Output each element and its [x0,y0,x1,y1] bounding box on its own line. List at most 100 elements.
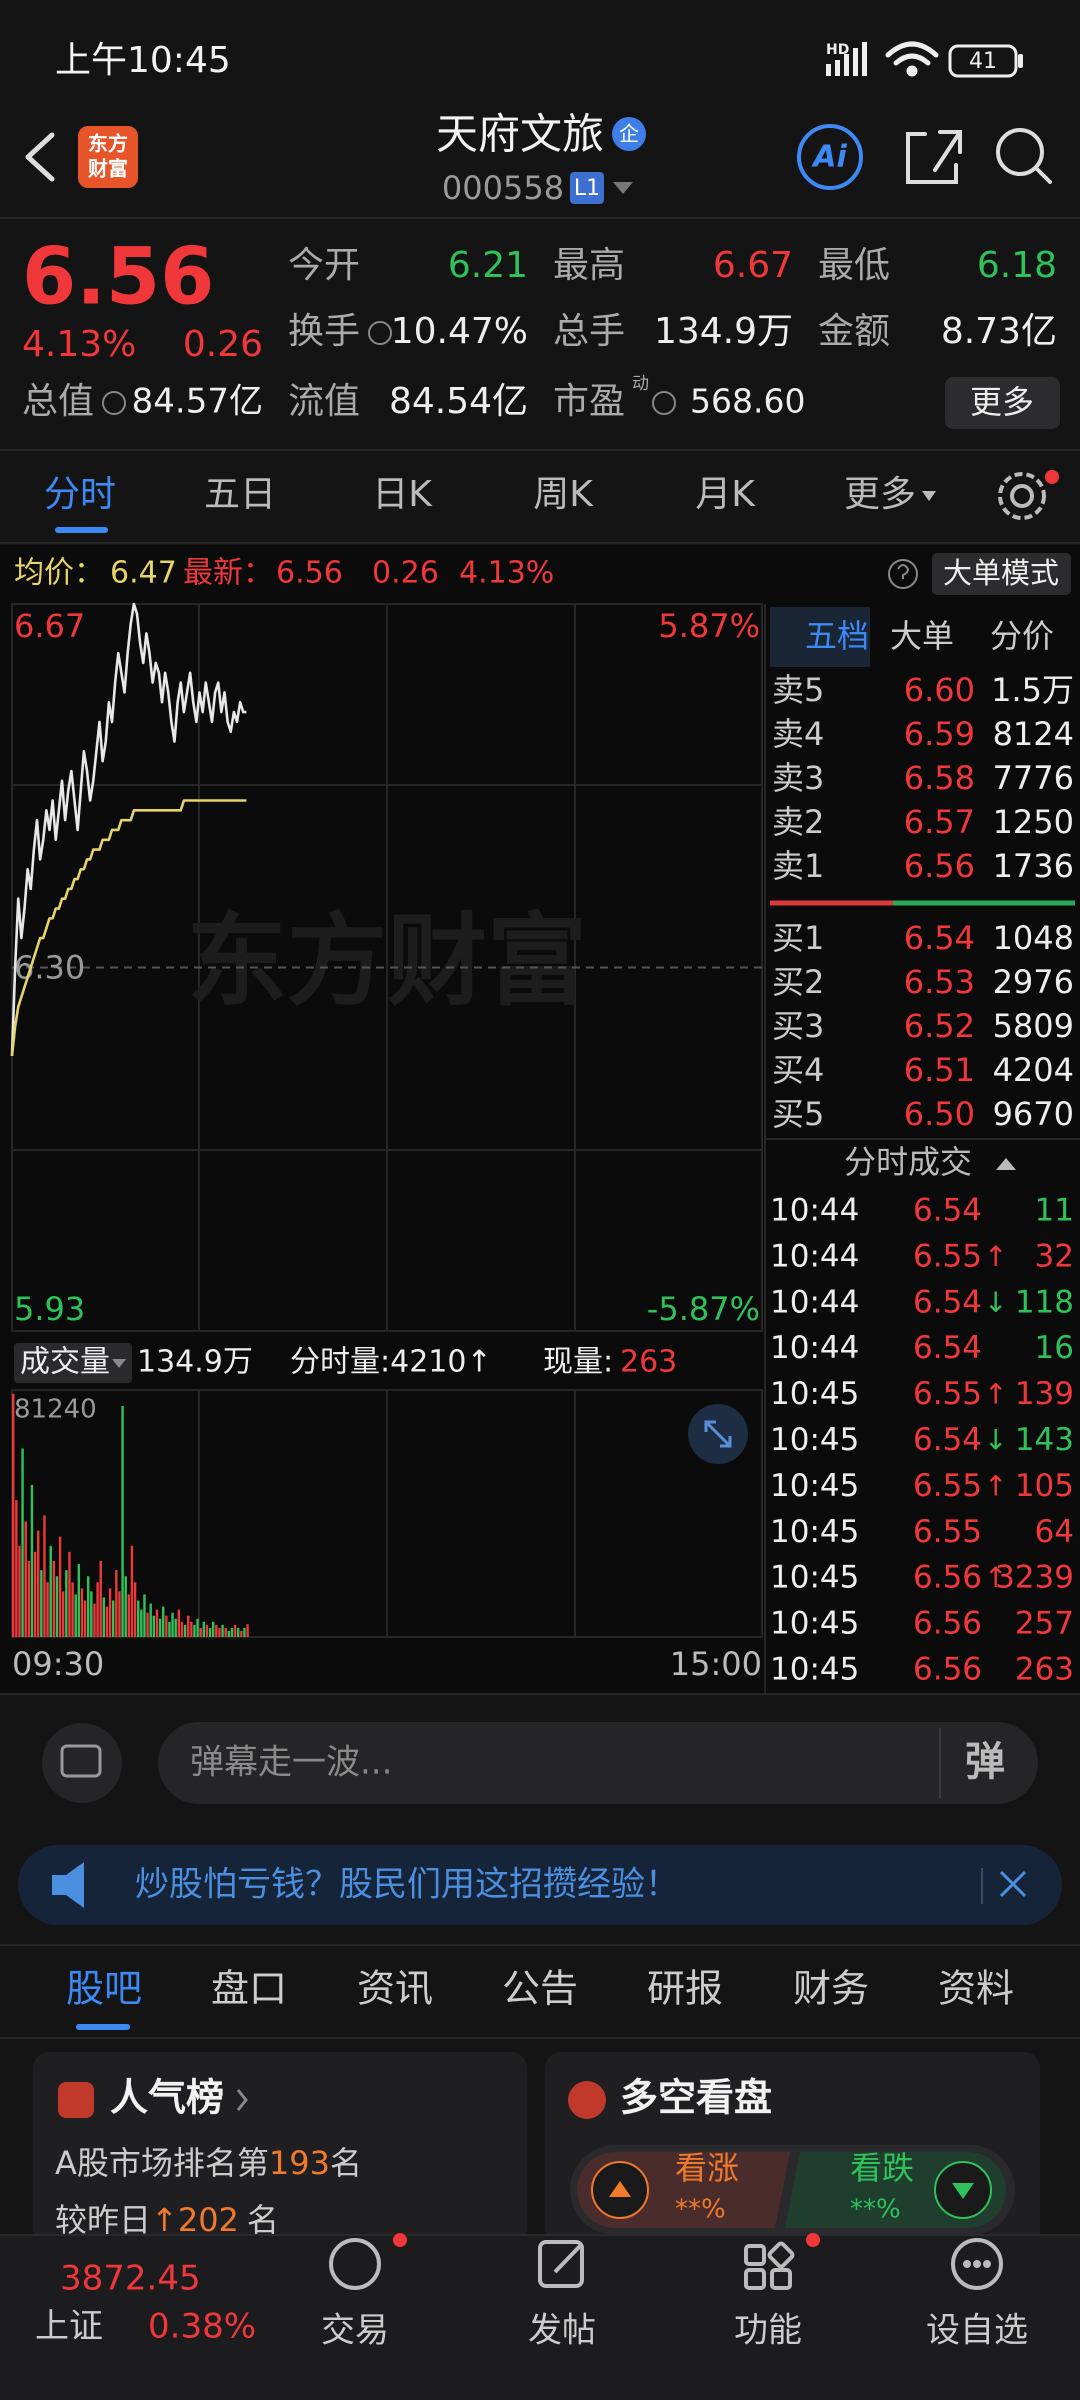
more-text[interactable]: 更多 [970,383,1034,421]
section-tab[interactable]: 研报 [647,1967,723,2011]
comment-glyph[interactable] [60,1744,102,1778]
volume-bar [108,1588,112,1637]
section-tab[interactable]: 股吧 [66,1967,142,2011]
stat-label: 今开 [288,245,360,286]
bear-pct: **% [850,2195,901,2225]
book-tab-active [770,607,870,667]
stat-label: 金额 [818,311,890,352]
period-tab[interactable]: 日K [372,474,433,515]
banner-close[interactable] [999,1870,1027,1898]
trade-arrow: ↑ [984,1240,1007,1273]
period-tab[interactable]: 周K [533,474,594,515]
book-tab[interactable]: 大单 [890,617,954,655]
banner-text[interactable]: 炒股怕亏钱？股民们用这招攒经验！ [135,1865,679,1905]
tab-caret[interactable] [922,491,936,501]
comment-icon[interactable] [42,1723,122,1803]
book-tab[interactable]: 五档 [805,617,869,655]
volume-selector[interactable] [14,1343,132,1383]
trades-caret[interactable] [996,1158,1016,1170]
ai-button[interactable] [797,124,863,190]
level-caret[interactable] [613,182,633,194]
level-text[interactable]: L1 [574,176,600,201]
period-tab[interactable]: 更多 [844,474,916,515]
y-tick-label: 5.93 [14,1290,85,1328]
avg-label: 均价： [14,556,104,591]
volume-bar [105,1606,109,1637]
volume-bar [190,1621,193,1637]
volume-total: 134.9万 [137,1345,253,1380]
card-title: 多空看盘 [620,2076,772,2120]
bear-glyph[interactable] [952,2183,974,2199]
stat-label: 总手 [553,311,625,352]
level-badge[interactable] [570,172,604,204]
bull-glyph[interactable] [609,2181,631,2197]
trade-price: 6.55 [913,1468,982,1504]
trade-price: 6.55 [913,1514,982,1550]
volume-bar [130,1545,134,1637]
banner[interactable] [18,1845,1062,1925]
volume-bar [218,1627,221,1637]
section-tab[interactable]: 资料 [938,1967,1014,2011]
mode-button[interactable] [932,553,1071,595]
comment-placeholder[interactable]: 弹幕走一波... [190,1743,392,1783]
more-button[interactable] [945,377,1060,429]
trade-time: 10:45 [770,1652,859,1688]
index-pct[interactable]: 0.38% [148,2307,256,2347]
info-icons[interactable] [102,321,676,415]
period-tab[interactable]: 分时 [44,474,116,515]
volume-bar [40,1570,43,1637]
volume-caret[interactable] [112,1359,126,1368]
volume-label[interactable]: 成交量 [20,1345,110,1380]
back-button[interactable] [25,132,55,182]
trades-title[interactable]: 分时成交 [844,1143,972,1181]
section-tab[interactable]: 资讯 [357,1967,433,2011]
price-chart: 5.93 6.30 6.67 -5.87% 5.87% [10,602,762,1332]
stat-value: 84.57亿 [132,382,263,422]
trade-volume: 257 [1015,1606,1074,1642]
nav-item[interactable]: 交易 [321,2311,389,2351]
volume-bar [208,1627,212,1637]
price-pct: 4.13% [22,324,136,365]
period-tab[interactable]: 五日 [204,474,276,515]
comment-input[interactable] [158,1722,1038,1804]
trade-volume: 263 [1015,1652,1074,1688]
stat-value: 8.73亿 [941,311,1057,352]
index-value[interactable]: 3872.45 [60,2259,201,2299]
period-tab[interactable]: 月K [695,474,756,515]
volume-bar [74,1594,77,1637]
trade-price: 6.55 [913,1376,982,1412]
help-icon[interactable] [888,559,918,589]
volume-bar [90,1591,93,1637]
settings-button[interactable] [998,472,1046,520]
bear-label[interactable]: 看跌 [850,2149,914,2187]
search-button[interactable] [996,128,1052,184]
volume-bar [68,1551,71,1637]
section-tab[interactable]: 公告 [502,1967,578,2011]
price: 6.56 [22,232,214,322]
ai-text[interactable]: Ai [811,140,847,175]
book-volume: 8124 [993,715,1074,753]
book-tab[interactable]: 分价 [990,617,1054,655]
nav-icons[interactable] [329,2238,1003,2290]
danmaku-button[interactable]: 弹 [965,1739,1005,1785]
help-glyph[interactable] [897,564,910,579]
share-button[interactable] [906,130,962,184]
stock-code: 000558 [442,169,564,207]
expand-glyph[interactable] [704,1420,732,1448]
volume-bar [246,1624,249,1637]
volume-bar [55,1576,59,1637]
nav-item[interactable]: 功能 [734,2311,802,2351]
popularity-card[interactable] [33,2052,527,2252]
section-tab[interactable]: 盘口 [211,1967,287,2011]
tab-underline [55,527,108,533]
trade-time: 10:45 [770,1376,859,1412]
mode-text[interactable]: 大单模式 [943,556,1059,590]
bull-label[interactable]: 看涨 [675,2149,739,2187]
nav-item[interactable]: 发帖 [528,2311,596,2351]
nav-item[interactable]: 设自选 [926,2311,1028,2351]
last-label: 最新： [183,556,273,591]
rank-suffix: 名 [330,2144,362,2182]
section-tab[interactable]: 财务 [793,1967,869,2011]
index-name[interactable]: 上证 [35,2307,103,2347]
volume-bar [162,1606,165,1637]
